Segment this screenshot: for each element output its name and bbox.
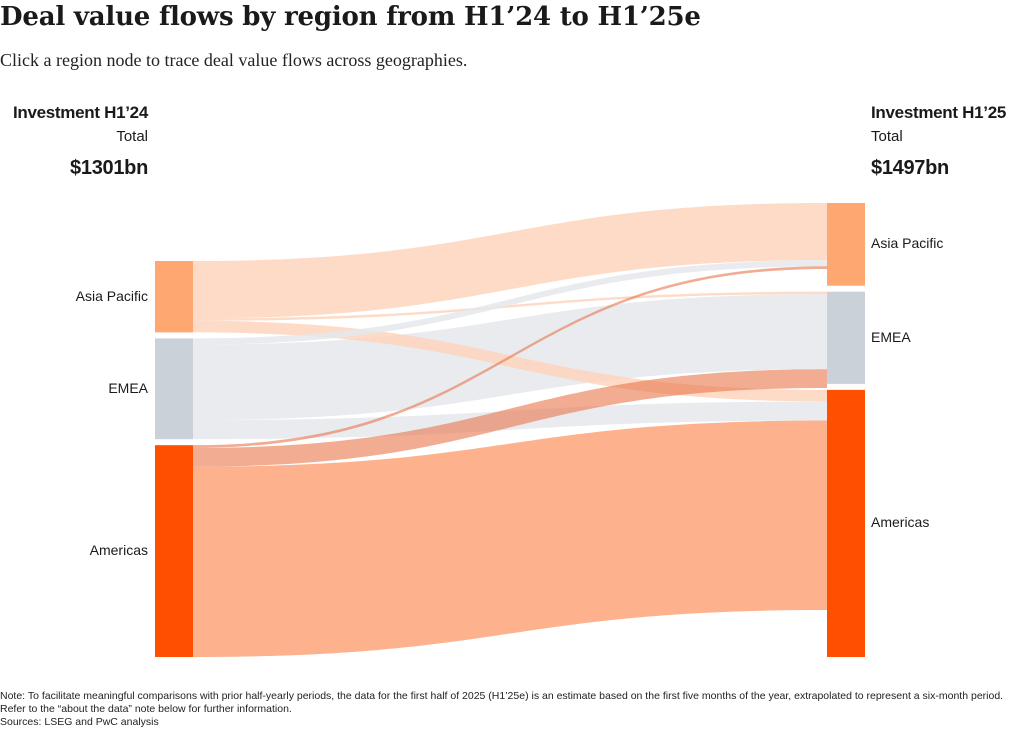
flow-asia-pacific-to-asia-pacific[interactable] (193, 203, 827, 319)
right-node-emea[interactable] (827, 291, 865, 384)
left-node-label-americas: Americas (89, 542, 148, 559)
footnote-sources: Sources: LSEG and PwC analysis (0, 716, 159, 728)
flow-emea-to-asia-pacific[interactable] (193, 260, 827, 345)
right-node-asia-pacific[interactable] (827, 203, 865, 286)
right-node-label-americas: Americas (871, 514, 930, 531)
chart-title: Deal value flows by region from H1’24 to… (0, 2, 701, 32)
left-node-label-emea: EMEA (108, 379, 148, 396)
sankey-links (193, 203, 827, 657)
right-total-label: Total (871, 128, 903, 145)
sankey-nodes (155, 203, 865, 657)
right-total-value: $1497bn (871, 157, 949, 179)
flow-asia-pacific-to-emea[interactable] (193, 291, 827, 321)
left-total-label: Total (116, 128, 148, 145)
flow-americas-to-americas[interactable] (193, 420, 827, 657)
flow-americas-to-emea[interactable] (193, 369, 827, 467)
left-node-label-asia-pacific: Asia Pacific (75, 287, 148, 304)
left-total-value: $1301bn (70, 157, 148, 179)
left-node-americas[interactable] (155, 445, 193, 657)
left-node-asia-pacific[interactable] (155, 261, 193, 333)
left-column-heading: Investment H1’24 (12, 103, 148, 122)
left-node-emea[interactable] (155, 338, 193, 440)
right-node-label-asia-pacific: Asia Pacific (871, 235, 944, 252)
flow-americas-to-asia-pacific[interactable] (193, 266, 827, 448)
right-column-heading: Investment H1’25 (871, 103, 1007, 122)
right-column-header: Investment H1’25 Total $1497bn (871, 103, 1006, 180)
left-column-header: Investment H1’24 Total $1301bn (13, 103, 148, 180)
footnote: Note: To facilitate meaningful compariso… (0, 690, 1015, 729)
footnote-note: Note: To facilitate meaningful compariso… (0, 690, 1004, 715)
flow-asia-pacific-to-americas[interactable] (193, 320, 827, 402)
chart-subtitle: Click a region node to trace deal value … (0, 50, 468, 70)
right-node-label-emea: EMEA (871, 328, 911, 345)
right-node-americas[interactable] (827, 389, 865, 657)
